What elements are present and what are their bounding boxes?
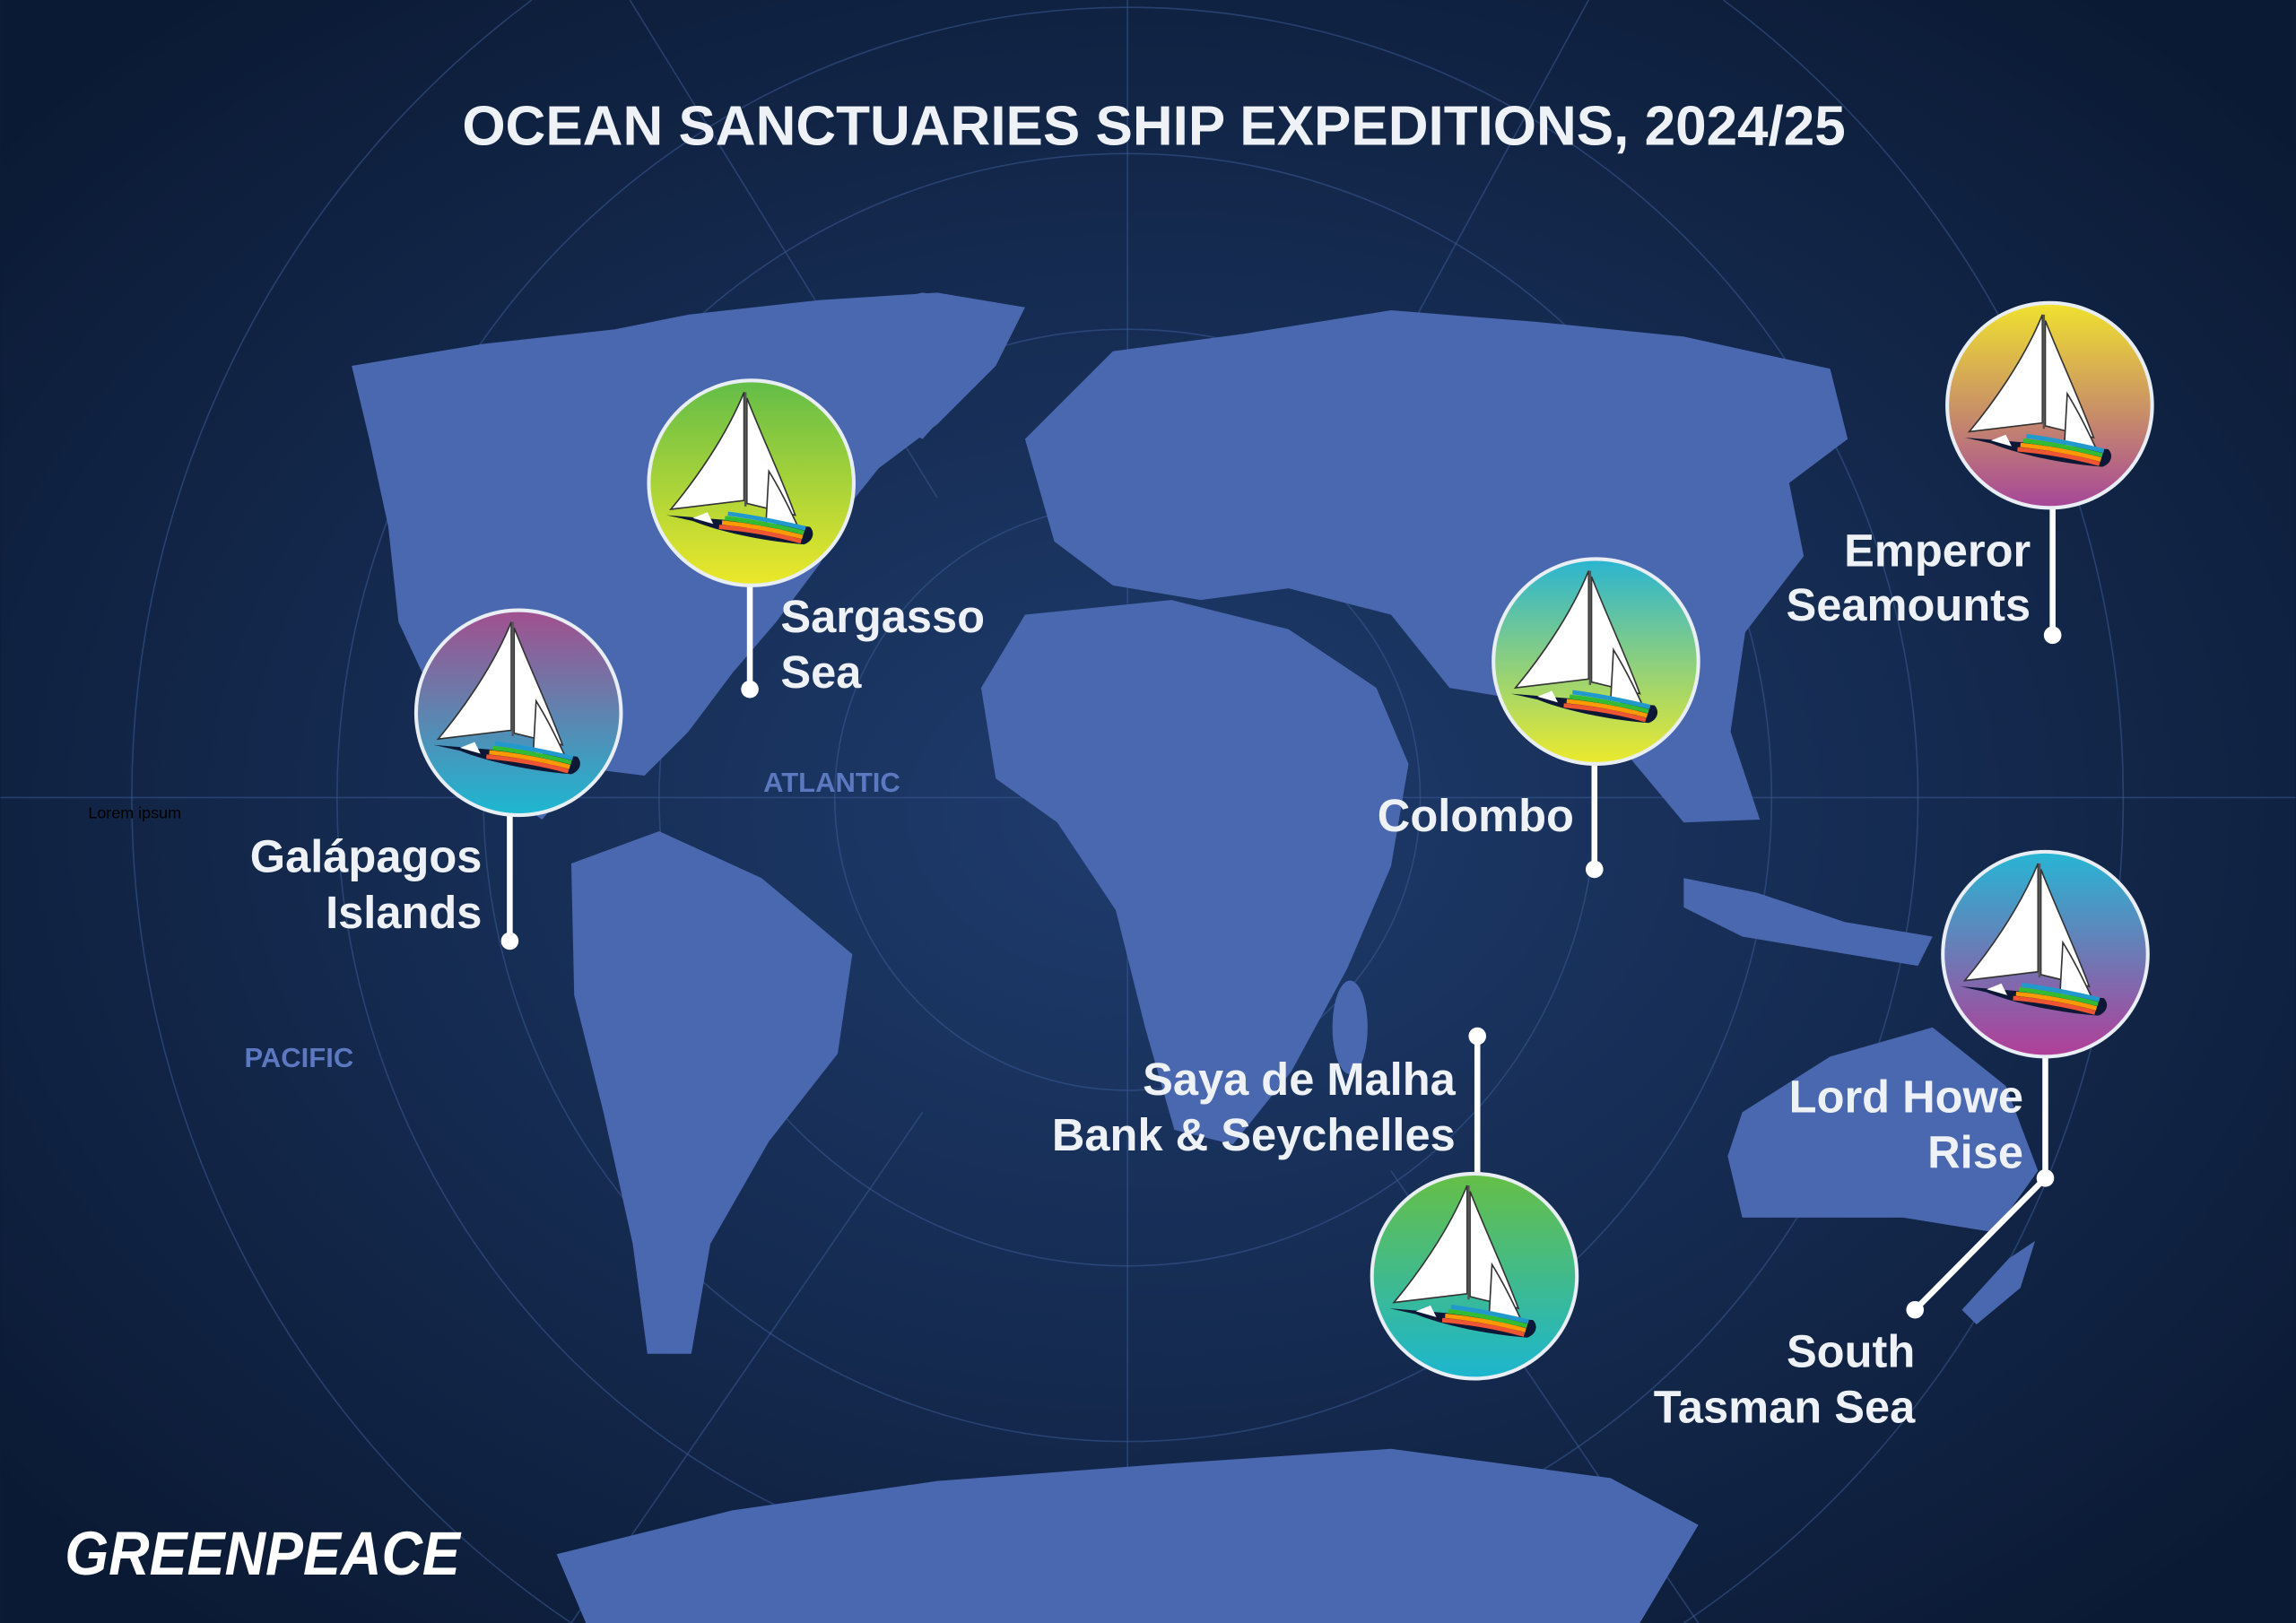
location-label: Sea bbox=[780, 647, 862, 698]
africa bbox=[980, 600, 1409, 1145]
location-south-tasman-sea[interactable]: South Tasman Sea bbox=[1654, 1176, 2048, 1433]
location-label: Rise bbox=[1927, 1126, 2023, 1177]
ocean-label-atlantic: ATLANTIC bbox=[763, 767, 900, 798]
location-label: Saya de Malha bbox=[1143, 1054, 1456, 1105]
pin-dot-icon bbox=[1906, 1300, 1925, 1319]
location-label: Sargasso bbox=[780, 591, 985, 642]
greenland bbox=[820, 292, 1025, 439]
location-label: South bbox=[1787, 1325, 1915, 1376]
pin-dot-icon bbox=[2043, 626, 2062, 645]
location-label: Tasman Sea bbox=[1654, 1381, 1916, 1432]
antarctica bbox=[556, 1448, 1699, 1623]
pin-dot-icon bbox=[1585, 860, 1604, 879]
pin-dot-icon bbox=[741, 680, 759, 699]
ocean-label-pacific: PACIFIC bbox=[245, 1042, 354, 1073]
new-zealand bbox=[1961, 1241, 2036, 1325]
location-lord-howe-rise[interactable]: Lord Howe Rise bbox=[1789, 849, 2150, 1187]
location-label: Emperor bbox=[1844, 525, 2031, 577]
placeholder-text: Lorem ipsum bbox=[88, 803, 181, 821]
location-saya-de-malha[interactable]: Saya de Malha Bank & Seychelles bbox=[1052, 1027, 1579, 1381]
page-title: OCEAN SANCTUARIES SHIP EXPEDITIONS, 2024… bbox=[462, 96, 1845, 158]
madagascar bbox=[1332, 980, 1368, 1074]
location-emperor-seamounts[interactable]: Emperor Seamounts bbox=[1787, 300, 2154, 645]
greenpeace-logo: GREENPEACE bbox=[65, 1519, 462, 1588]
location-label: Lord Howe bbox=[1789, 1071, 2023, 1122]
australia bbox=[1727, 1027, 2039, 1233]
location-label: Seamounts bbox=[1787, 579, 2031, 630]
location-label: Bank & Seychelles bbox=[1052, 1109, 1456, 1160]
location-label: Islands bbox=[326, 887, 482, 938]
south-america bbox=[570, 831, 853, 1354]
location-colombo[interactable]: Colombo bbox=[1378, 557, 1700, 879]
location-label: Colombo bbox=[1378, 790, 1574, 841]
location-galapagos-islands[interactable]: Galápagos Islands bbox=[250, 608, 623, 950]
location-sargasso-sea[interactable]: Sargasso Sea bbox=[647, 378, 985, 699]
pin-dot-icon bbox=[1468, 1027, 1487, 1046]
location-label: Galápagos bbox=[250, 831, 483, 882]
pin-dot-icon bbox=[500, 932, 519, 950]
indonesia bbox=[1683, 878, 1933, 967]
